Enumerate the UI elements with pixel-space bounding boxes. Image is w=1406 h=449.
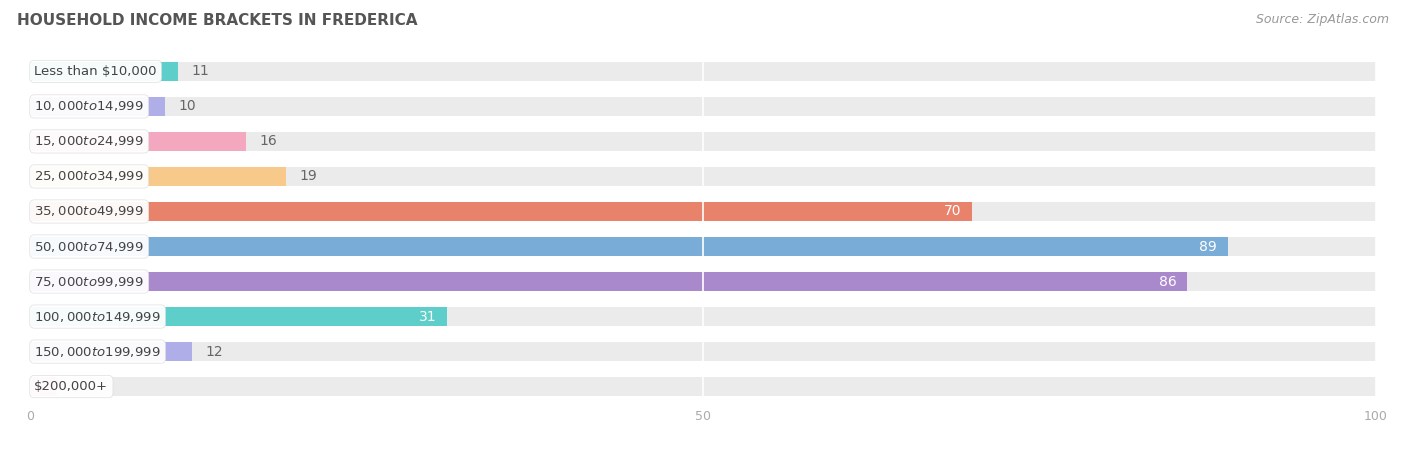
Text: $50,000 to $74,999: $50,000 to $74,999 [34,239,143,254]
Text: 12: 12 [205,344,222,359]
Bar [31,342,1375,361]
Text: 31: 31 [419,309,437,324]
Text: 10: 10 [179,99,195,114]
Text: 86: 86 [1159,274,1177,289]
Text: 89: 89 [1199,239,1218,254]
Bar [31,307,1375,326]
Bar [31,237,1227,256]
Text: Source: ZipAtlas.com: Source: ZipAtlas.com [1256,13,1389,26]
Bar [31,132,246,151]
Bar [31,62,179,81]
Text: 11: 11 [191,64,209,79]
Bar [31,202,972,221]
Text: 2: 2 [70,379,79,394]
Bar [31,62,1375,81]
Bar [31,167,285,186]
Text: $15,000 to $24,999: $15,000 to $24,999 [34,134,143,149]
Text: $150,000 to $199,999: $150,000 to $199,999 [34,344,160,359]
Bar [31,377,1375,396]
Bar [31,132,1375,151]
Text: $35,000 to $49,999: $35,000 to $49,999 [34,204,143,219]
Text: $10,000 to $14,999: $10,000 to $14,999 [34,99,143,114]
Bar [31,377,58,396]
Text: $25,000 to $34,999: $25,000 to $34,999 [34,169,143,184]
Text: 70: 70 [943,204,962,219]
Text: $75,000 to $99,999: $75,000 to $99,999 [34,274,143,289]
Text: 19: 19 [299,169,318,184]
Bar [31,342,191,361]
Text: HOUSEHOLD INCOME BRACKETS IN FREDERICA: HOUSEHOLD INCOME BRACKETS IN FREDERICA [17,13,418,28]
Text: Less than $10,000: Less than $10,000 [34,65,157,78]
Bar [31,237,1375,256]
Bar [31,307,447,326]
Bar [31,272,1375,291]
Text: $200,000+: $200,000+ [34,380,108,393]
Text: $100,000 to $149,999: $100,000 to $149,999 [34,309,160,324]
Bar [31,272,1187,291]
Bar [31,97,165,116]
Bar [31,167,1375,186]
Bar [31,97,1375,116]
Bar [31,202,1375,221]
Text: 16: 16 [259,134,277,149]
